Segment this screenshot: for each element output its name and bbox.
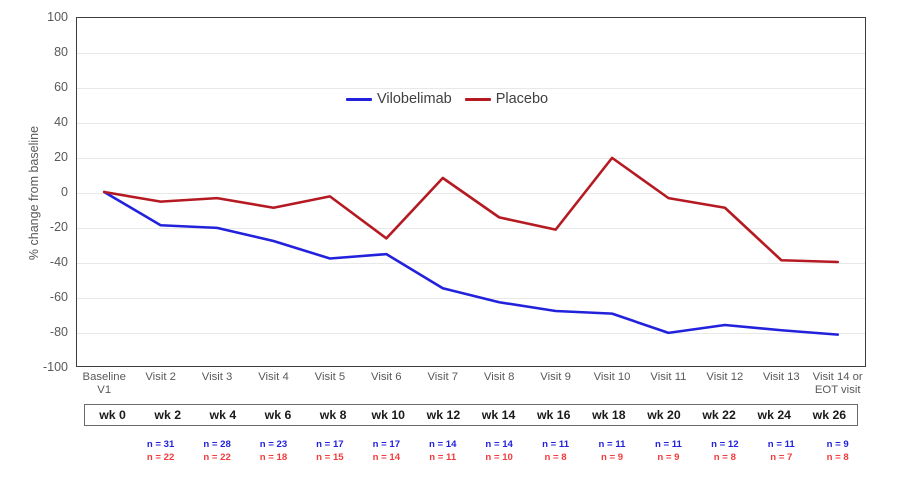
gridline xyxy=(77,88,865,89)
legend-swatch-vilobelimab xyxy=(346,97,372,101)
n-count-placebo xyxy=(76,452,132,464)
y-tick-label: 60 xyxy=(54,80,68,94)
legend-label-placebo: Placebo xyxy=(495,91,549,107)
x-axis-visit-label: Visit 14 or EOT visit xyxy=(812,371,863,396)
y-tick-label: -80 xyxy=(49,325,68,339)
week-label-box: wk 0 wk 2 wk 4 wk 6 wk 8 wk 10 wk 12 wk 14 wk 16… xyxy=(84,404,858,426)
x-axis-visit-label: Visit 8 xyxy=(483,371,515,383)
n-count-placebo: n = 10 xyxy=(485,452,513,463)
gridline xyxy=(77,123,865,124)
n-count-vilobelimab: n = 14 xyxy=(485,439,513,450)
x-axis-visit-labels: Baseline V1 Visit 2 Visit 3 Visit 4 Visit 5 Vi… xyxy=(76,371,866,403)
n-count-placebo: n = 18 xyxy=(259,452,288,463)
week-label-cell: wk 6 xyxy=(264,407,292,422)
n-count-vilobelimab: n = 23 xyxy=(259,439,288,450)
n-count-vilobelimab: n = 11 xyxy=(542,439,570,450)
x-axis-visit-label: Visit 2 xyxy=(145,371,176,383)
x-axis-visit-label: Visit 11 xyxy=(650,371,687,383)
n-counts-placebo-row: n = 22 n = 22 n = 18 n = 15 n = 14 n = 11 n = … xyxy=(76,452,866,464)
gridline xyxy=(77,298,865,299)
week-label-cell: wk 2 xyxy=(154,407,182,422)
series-layer xyxy=(102,156,840,336)
n-count-vilobelimab: n = 11 xyxy=(767,439,795,450)
n-count-vilobelimab: n = 11 xyxy=(598,439,626,450)
chart-legend: Vilobelimab Placebo xyxy=(341,89,554,109)
n-count-placebo: n = 9 xyxy=(600,452,624,463)
n-count-placebo: n = 15 xyxy=(316,452,344,463)
n-count-vilobelimab: n = 28 xyxy=(203,439,231,450)
x-axis-visit-label: Visit 13 xyxy=(762,371,800,383)
week-label-cell: wk 18 xyxy=(592,407,626,422)
y-tick-label: -60 xyxy=(49,290,68,304)
x-axis-visit-label: Visit 10 xyxy=(593,371,631,383)
week-label-cell: wk 8 xyxy=(319,407,347,422)
y-axis-title: % change from baseline xyxy=(27,125,41,261)
n-count-vilobelimab: n = 17 xyxy=(316,439,344,450)
n-count-placebo: n = 14 xyxy=(372,452,401,463)
n-count-placebo: n = 8 xyxy=(713,452,736,463)
n-count-placebo: n = 22 xyxy=(203,452,231,463)
gridline xyxy=(77,263,865,264)
gridline xyxy=(77,158,865,159)
n-count-vilobelimab xyxy=(76,439,132,451)
y-tick-label: -100 xyxy=(42,360,68,374)
week-label-cell: wk 14 xyxy=(481,407,516,422)
gridline xyxy=(77,228,865,229)
series-line-placebo xyxy=(102,156,840,264)
legend-entry-placebo: Placebo xyxy=(464,91,549,107)
week-label-cell: wk 0 xyxy=(99,407,126,422)
n-count-placebo: n = 7 xyxy=(770,452,793,463)
n-count-placebo: n = 9 xyxy=(657,452,680,463)
gridline xyxy=(77,193,865,194)
legend-label-vilobelimab: Vilobelimab xyxy=(377,91,452,107)
plot-area xyxy=(76,17,866,367)
week-label-cell: wk 24 xyxy=(757,407,792,422)
x-axis-visit-label: Visit 3 xyxy=(201,371,233,383)
x-axis-visit-label: Baseline V1 xyxy=(82,371,126,396)
legend-entry-vilobelimab: Vilobelimab xyxy=(346,91,452,107)
week-label-cell: wk 12 xyxy=(426,407,461,422)
week-label-cell: wk 22 xyxy=(702,407,736,422)
x-axis-visit-label: Visit 12 xyxy=(706,371,744,383)
gridline xyxy=(77,333,865,334)
week-label-cell: wk 4 xyxy=(209,407,237,422)
x-axis-visit-label: Visit 4 xyxy=(258,371,289,383)
n-count-placebo: n = 11 xyxy=(429,452,457,463)
n-count-vilobelimab: n = 14 xyxy=(429,439,457,450)
n-count-placebo: n = 22 xyxy=(146,452,175,463)
x-axis-visit-label: Visit 6 xyxy=(371,371,402,383)
n-count-vilobelimab: n = 31 xyxy=(146,439,175,450)
gridline xyxy=(77,53,865,54)
n-counts-vilobelimab-row: n = 31 n = 28 n = 23 n = 17 n = 17 n = 14 n = … xyxy=(76,439,866,451)
series-line-vilobelimab xyxy=(102,190,840,336)
legend-swatch-placebo xyxy=(464,97,491,101)
n-count-vilobelimab: n = 11 xyxy=(654,439,682,450)
n-count-placebo: n = 8 xyxy=(544,452,567,463)
y-tick-label: 80 xyxy=(54,45,68,59)
n-count-placebo: n = 8 xyxy=(826,452,849,463)
y-tick-label: 100 xyxy=(47,10,68,24)
week-label-cell: wk 26 xyxy=(812,407,847,422)
week-label-cell: wk 10 xyxy=(371,407,406,422)
x-axis-visit-label: Visit 5 xyxy=(314,371,346,383)
week-label-cell: wk 16 xyxy=(536,407,571,422)
x-axis-visit-label: Visit 7 xyxy=(427,371,459,383)
n-count-vilobelimab: n = 17 xyxy=(372,439,401,450)
n-count-vilobelimab: n = 12 xyxy=(711,439,739,450)
n-count-vilobelimab: n = 9 xyxy=(826,439,849,450)
x-axis-visit-label: Visit 9 xyxy=(540,371,571,383)
week-label-cell: wk 20 xyxy=(647,407,681,422)
